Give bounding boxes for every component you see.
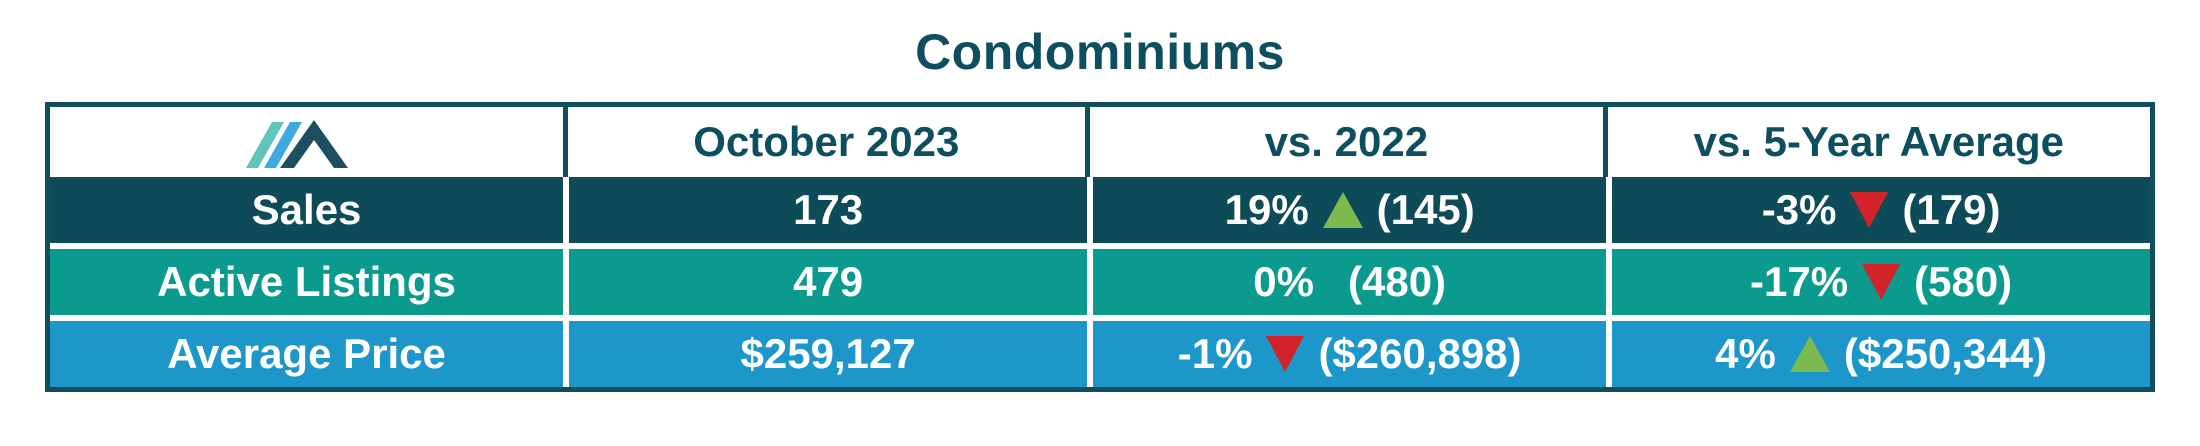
comparison-value: (145): [1376, 185, 1475, 233]
percent-change: -17%: [1750, 257, 1849, 305]
comparison-value: (480): [1347, 257, 1447, 305]
average-price-current-value: $259,127: [569, 320, 1088, 387]
table-header-row: October 2023 vs. 2022 vs. 5-Year Average: [50, 106, 2150, 177]
down-triangle-icon: [1862, 263, 1901, 300]
table-row-sales: Sales 173 19% (145) -3% (179): [50, 176, 2150, 243]
active-listings-vs-5yr-cell: -17% (580): [1612, 248, 2150, 315]
active-listings-vs-2022-cell: 0% (480): [1093, 248, 1607, 315]
comparison-value: (179): [1902, 185, 2001, 233]
percent-change: 4%: [1715, 329, 1776, 377]
column-header-vs-5-year-average: vs. 5-Year Average: [1607, 106, 2150, 177]
logo-header-cell: [50, 106, 568, 177]
table-row-active-listings: Active Listings 479 0% (480) -17% (580): [50, 248, 2150, 315]
sales-vs-5yr-cell: -3% (179): [1612, 176, 2150, 243]
percent-change: -3%: [1761, 185, 1837, 233]
row-label-active-listings: Active Listings: [50, 248, 564, 315]
up-triangle-icon: [1789, 335, 1830, 372]
up-triangle-icon: [1322, 191, 1363, 228]
sales-current-value: 173: [569, 176, 1088, 243]
comparison-value: ($250,344): [1843, 329, 2048, 377]
down-triangle-icon: [1266, 335, 1305, 372]
comparison-value: ($260,898): [1318, 329, 1522, 377]
row-label-sales: Sales: [50, 176, 564, 243]
average-price-vs-5yr-cell: 4% ($250,344): [1612, 320, 2150, 387]
roofline-logo-icon: [246, 119, 349, 168]
down-triangle-icon: [1850, 191, 1889, 228]
column-header-vs-2022: vs. 2022: [1090, 106, 1608, 177]
column-header-october-2023: October 2023: [567, 106, 1091, 177]
page-title: Condominiums: [915, 24, 1285, 80]
active-listings-current-value: 479: [569, 248, 1088, 315]
percent-change: -1%: [1177, 329, 1253, 377]
table-row-average-price: Average Price $259,127 -1% ($260,898) 4%…: [50, 320, 2150, 387]
percent-change: 19%: [1224, 185, 1309, 233]
sales-vs-2022-cell: 19% (145): [1093, 176, 1607, 243]
condo-stats-table: October 2023 vs. 2022 vs. 5-Year Average…: [45, 101, 2155, 392]
average-price-vs-2022-cell: -1% ($260,898): [1093, 320, 1607, 387]
comparison-value: (580): [1914, 257, 2013, 305]
row-label-average-price: Average Price: [50, 320, 564, 387]
percent-change: 0%: [1253, 257, 1314, 305]
